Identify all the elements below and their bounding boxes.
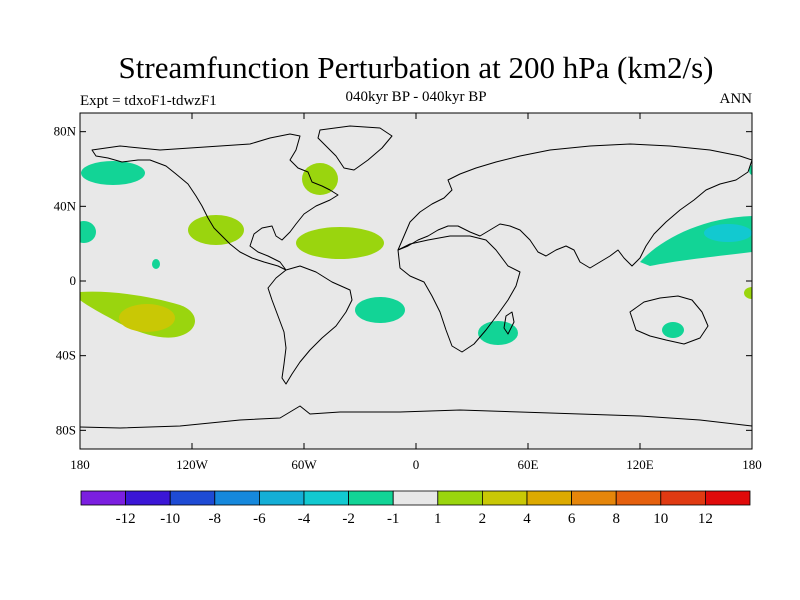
colorbar-swatch-12 xyxy=(615,490,662,506)
colorbar-swatch-5 xyxy=(303,490,349,506)
lat-tick-label: 0 xyxy=(70,273,77,288)
lon-tick-label: 0 xyxy=(413,457,420,472)
colorbar-label: -12 xyxy=(116,511,136,527)
anomaly-north-atlantic-positive xyxy=(296,227,384,259)
coast-antarctica xyxy=(80,405,752,429)
chart-title: Streamfunction Perturbation at 200 hPa (… xyxy=(118,50,714,85)
anomaly-small-pacific-negative xyxy=(152,259,160,269)
colorbar-label: 10 xyxy=(653,511,668,527)
anomaly-central-pacific-edge-negative xyxy=(80,221,96,243)
anomaly-south-atlantic-edge-positive xyxy=(744,287,752,299)
season-label: ANN xyxy=(719,91,753,107)
colorbar-swatch-0 xyxy=(80,490,126,506)
colorbar-swatch-1 xyxy=(125,490,171,506)
lon-tick-label: 180 xyxy=(742,457,762,472)
colorbar-label: 2 xyxy=(479,511,487,527)
coast-australia xyxy=(629,295,709,345)
colorbar-label: -2 xyxy=(342,511,355,527)
anomaly-west-pacific-core xyxy=(704,224,752,242)
axis-ticks: 80N 40N 0 40S 80S 180 120W 60W 0 60E 120E 180 xyxy=(54,113,762,472)
colorbar-label: 4 xyxy=(523,511,531,527)
coast-europe-asia xyxy=(397,143,752,269)
coast-greenland xyxy=(317,125,393,171)
anomaly-south-pacific-core xyxy=(119,304,175,332)
anomaly-south-atlantic-negative xyxy=(355,297,405,323)
coast-north-america xyxy=(91,133,339,271)
colorbar-swatch-13 xyxy=(660,490,706,506)
colorbar-swatch-11 xyxy=(571,490,617,506)
coast-madagascar xyxy=(503,311,515,335)
colorbar: -12 -10 -8 -6 -4 -2 -1 1 2 4 6 8 10 12 xyxy=(80,490,751,527)
anomaly-layer xyxy=(80,161,752,345)
colorbar-label: -6 xyxy=(253,511,266,527)
colorbar-swatch-6 xyxy=(348,490,394,506)
colorbar-label: 12 xyxy=(698,511,713,527)
colorbar-label: -1 xyxy=(387,511,400,527)
colorbar-swatch-2 xyxy=(169,490,216,506)
lon-tick-label: 180 xyxy=(70,457,90,472)
colorbar-swatch-10 xyxy=(526,490,572,506)
lon-tick-label: 120E xyxy=(626,457,654,472)
coast-south-america xyxy=(267,265,353,385)
anomaly-hudson-bay-positive xyxy=(302,163,338,195)
colorbar-label: 6 xyxy=(568,511,576,527)
coastlines xyxy=(80,125,752,429)
anomaly-australia-negative xyxy=(662,322,684,338)
anomaly-north-pacific-negative xyxy=(81,161,145,185)
colorbar-label: -8 xyxy=(209,511,222,527)
colorbar-label: -10 xyxy=(160,511,180,527)
map-background xyxy=(80,113,752,449)
colorbar-label: -4 xyxy=(298,511,311,527)
colorbar-swatch-4 xyxy=(258,490,305,506)
colorbar-label: 1 xyxy=(434,511,442,527)
colorbar-swatch-14 xyxy=(705,490,751,506)
colorbar-swatch-3 xyxy=(214,490,260,506)
chart-subtitle: 040kyr BP - 040kyr BP xyxy=(345,89,487,105)
lat-tick-label: 40S xyxy=(56,348,76,363)
colorbar-swatch-7 xyxy=(392,490,439,506)
colorbar-swatch-8 xyxy=(437,490,483,506)
lon-tick-label: 60E xyxy=(518,457,539,472)
lat-tick-label: 80S xyxy=(56,422,76,437)
experiment-label: Expt = tdxoF1-tdwzF1 xyxy=(80,93,217,109)
lat-tick-label: 80N xyxy=(54,124,77,139)
lat-tick-label: 40N xyxy=(54,198,77,213)
coast-africa xyxy=(397,235,521,353)
colorbar-swatch-9 xyxy=(481,490,528,506)
lon-tick-label: 120W xyxy=(176,457,209,472)
colorbar-label: 8 xyxy=(612,511,620,527)
lon-tick-label: 60W xyxy=(291,457,317,472)
